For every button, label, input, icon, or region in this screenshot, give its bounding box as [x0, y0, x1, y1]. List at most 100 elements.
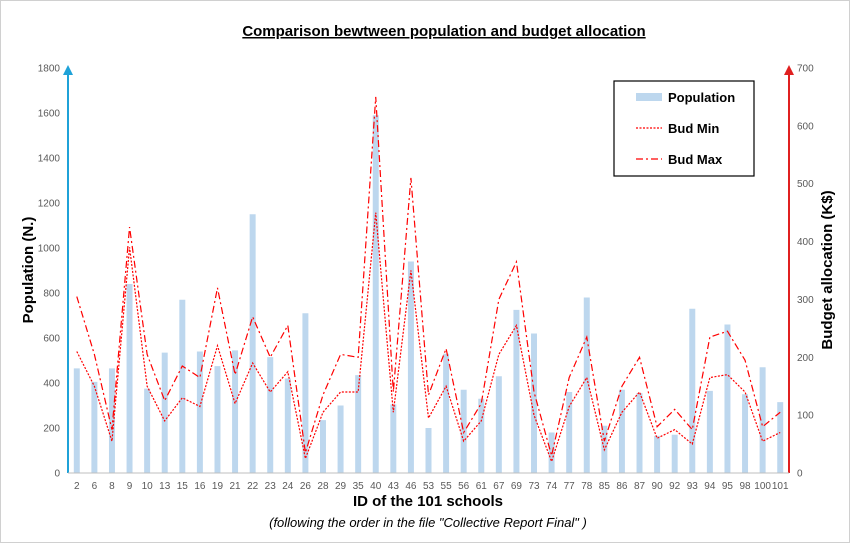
x-tick-label: 78	[581, 481, 593, 492]
population-bar	[706, 390, 713, 474]
x-tick-label: 90	[652, 481, 664, 492]
population-bar	[355, 375, 362, 474]
population-bar	[372, 115, 379, 473]
x-tick-label: 19	[212, 481, 224, 492]
population-bar	[566, 392, 573, 473]
population-bar	[425, 428, 432, 473]
population-bar	[161, 352, 168, 474]
population-bar	[390, 404, 397, 474]
population-bar	[144, 388, 151, 474]
y2-tick-label: 500	[797, 179, 814, 190]
population-bar	[742, 394, 749, 473]
population-bar	[689, 308, 696, 473]
x-tick-label: 28	[317, 481, 329, 492]
population-bar	[337, 405, 344, 473]
population-bar	[196, 351, 203, 473]
y2-tick-label: 300	[797, 295, 814, 306]
legend-label-population: Population	[668, 90, 735, 105]
x-tick-label: 46	[405, 481, 417, 492]
population-bar	[214, 366, 221, 474]
x-axis-label: ID of the 101 schools	[353, 493, 503, 510]
x-tick-label: 94	[704, 481, 716, 492]
x-tick-label: 13	[159, 481, 171, 492]
x-tick-label: 85	[599, 481, 611, 492]
y-tick-label: 600	[43, 334, 60, 345]
left-axis-arrow-icon	[63, 65, 73, 75]
population-bar	[249, 214, 256, 473]
x-tick-label: 9	[127, 481, 133, 492]
population-bar	[531, 333, 537, 473]
x-tick-label: 40	[370, 481, 382, 492]
left-tick-labels: 0 200 400 600 800 1000 1200 1400 1600 1800	[38, 64, 61, 480]
legend-swatch-population	[636, 93, 662, 101]
x-tick-label: 22	[247, 481, 259, 492]
x-tick-label: 100	[754, 481, 771, 492]
x-tick-label: 15	[177, 481, 189, 492]
population-bar	[478, 398, 485, 473]
bud-max-line	[76, 96, 781, 456]
y-tick-label: 400	[43, 379, 60, 390]
y2-tick-label: 0	[797, 469, 803, 480]
y-tick-label: 0	[54, 469, 60, 480]
population-bar	[179, 299, 186, 473]
population-bar	[443, 353, 450, 473]
population-bars	[73, 115, 784, 474]
population-bar	[320, 420, 326, 474]
y2-tick-label: 400	[797, 237, 814, 248]
population-bar	[284, 378, 291, 473]
y-tick-label: 1000	[38, 244, 61, 255]
population-bar	[302, 313, 309, 473]
x-tick-label: 87	[634, 481, 646, 492]
x-tick-label: 21	[229, 481, 241, 492]
x-tick-label: 26	[300, 481, 312, 492]
y2-tick-label: 100	[797, 411, 814, 422]
population-bar	[654, 435, 661, 474]
budget-lines	[76, 96, 781, 464]
y-tick-label: 1200	[38, 199, 61, 210]
population-bar	[671, 434, 678, 473]
population-bar	[724, 324, 731, 473]
bud-min-line	[76, 212, 781, 464]
population-bar	[495, 376, 502, 473]
x-tick-label: 73	[528, 481, 540, 492]
population-bar	[232, 350, 239, 474]
population-bar	[267, 357, 274, 474]
x-tick-label: 35	[353, 481, 365, 492]
x-tick-label: 98	[739, 481, 751, 492]
y-tick-label: 200	[43, 424, 60, 435]
y2-tick-label: 600	[797, 121, 814, 132]
x-tick-label: 77	[564, 481, 576, 492]
chart-title: Comparison bewtween population and budge…	[242, 23, 645, 40]
x-tick-label: 55	[441, 481, 453, 492]
population-bar	[126, 284, 133, 473]
x-tick-label: 16	[194, 481, 206, 492]
x-tick-label: 24	[282, 481, 294, 492]
y2-tick-label: 200	[797, 353, 814, 364]
x-tick-label: 8	[109, 481, 115, 492]
legend-label-bud-max: Bud Max	[668, 152, 723, 167]
x-tick-label: 29	[335, 481, 347, 492]
y-tick-label: 1800	[38, 64, 61, 75]
x-tick-label: 43	[388, 481, 400, 492]
y2-axis-label: Budget allocation (K$)	[819, 190, 836, 349]
x-tick-label: 101	[772, 481, 789, 492]
x-tick-label: 2	[74, 481, 80, 492]
population-bar	[73, 368, 80, 474]
x-tick-label: 6	[92, 481, 98, 492]
x-tick-label: 74	[546, 481, 558, 492]
x-tick-label: 92	[669, 481, 681, 492]
population-bar	[407, 261, 414, 473]
x-tick-label: 67	[493, 481, 505, 492]
right-axis-arrow-icon	[784, 65, 794, 75]
x-tick-label: 69	[511, 481, 523, 492]
population-bar	[513, 309, 520, 474]
x-tick-label: 86	[616, 481, 628, 492]
x-tick-label: 93	[687, 481, 699, 492]
y-tick-label: 1600	[38, 109, 61, 120]
y-tick-label: 800	[43, 289, 60, 300]
population-bar	[759, 367, 766, 473]
population-bar	[91, 381, 98, 474]
y-axis-label: Population (N.)	[20, 217, 37, 324]
legend: Population Bud Min Bud Max	[613, 80, 755, 177]
